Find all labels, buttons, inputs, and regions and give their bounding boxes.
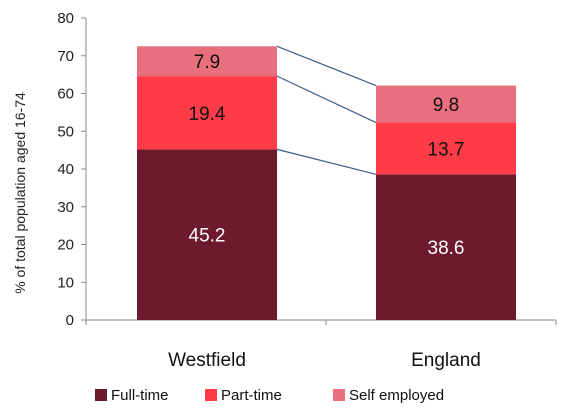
data-label: 19.4 bbox=[189, 104, 226, 125]
data-label: 45.2 bbox=[189, 226, 226, 247]
connector-line bbox=[276, 148, 377, 175]
x-category-label: England bbox=[411, 350, 481, 371]
y-tick-label: 30 bbox=[57, 199, 74, 216]
data-label: 13.7 bbox=[428, 139, 465, 160]
y-tick-label: 70 bbox=[57, 48, 74, 65]
legend-swatch bbox=[333, 389, 345, 401]
y-tick-label: 80 bbox=[57, 10, 74, 27]
y-tick-label: 60 bbox=[57, 86, 74, 103]
legend-label: Part-time bbox=[221, 387, 282, 404]
axes: 0 10 20 30 40 50 60 70 80 Westfield England bbox=[57, 10, 557, 371]
y-tick-label: 10 bbox=[57, 274, 74, 291]
bar-segment bbox=[137, 46, 277, 77]
bar-segment bbox=[137, 149, 277, 320]
connector-line bbox=[276, 45, 377, 87]
y-axis-label: % of total population aged 16-74 bbox=[12, 92, 28, 294]
connector-line bbox=[276, 75, 377, 124]
legend-label: Full-time bbox=[111, 387, 169, 404]
data-label: 38.6 bbox=[428, 238, 465, 259]
data-labels: 45.2 19.4 7.9 38.6 13.7 9.8 bbox=[189, 52, 465, 259]
legend-swatch bbox=[95, 389, 107, 401]
y-tick-label: 0 bbox=[66, 312, 74, 329]
y-tick-label: 40 bbox=[57, 161, 74, 178]
legend-label: Self employed bbox=[349, 387, 444, 404]
bar-segment bbox=[376, 122, 516, 175]
connector-lines bbox=[276, 45, 377, 175]
bars bbox=[137, 46, 516, 320]
y-tick-label: 20 bbox=[57, 237, 74, 254]
x-category-label: Westfield bbox=[168, 350, 246, 371]
legend-swatch bbox=[205, 389, 217, 401]
legend: Full-time Part-time Self employed bbox=[95, 387, 444, 404]
data-label: 9.8 bbox=[433, 95, 459, 116]
bar-segment bbox=[376, 85, 516, 123]
bar-segment bbox=[137, 76, 277, 150]
bar-segment bbox=[376, 174, 516, 320]
data-label: 7.9 bbox=[194, 52, 220, 73]
y-tick-label: 50 bbox=[57, 123, 74, 140]
